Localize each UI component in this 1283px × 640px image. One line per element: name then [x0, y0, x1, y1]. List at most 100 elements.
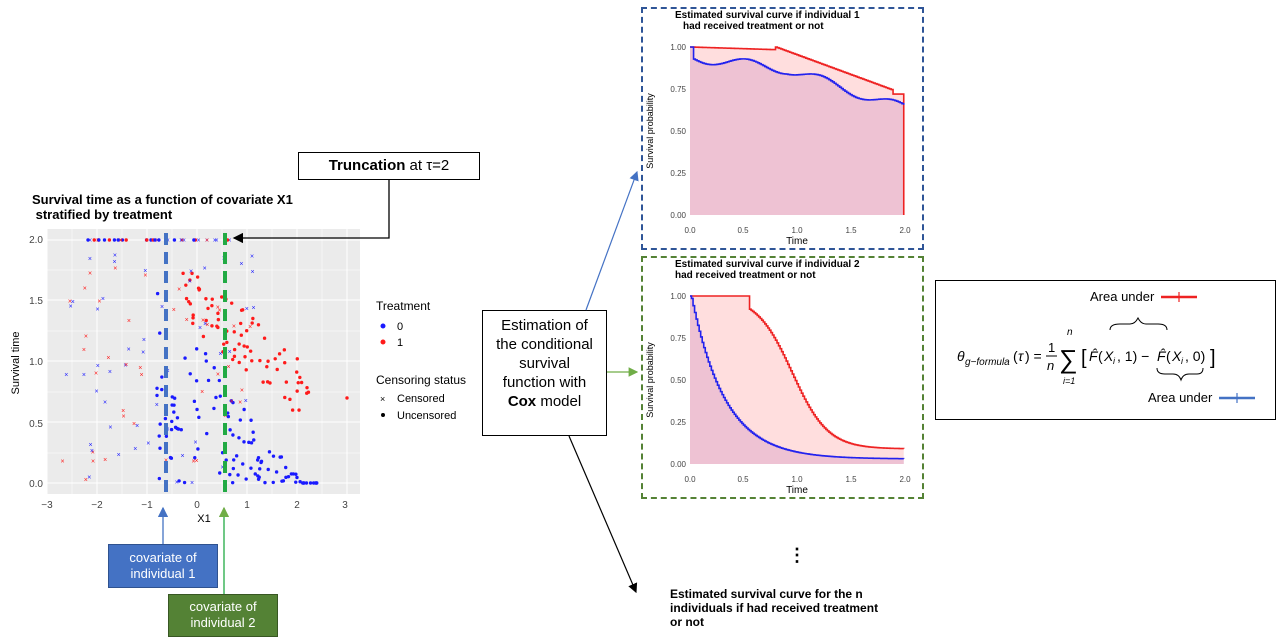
bottom-text-line1: Estimated survival curve for the n [670, 587, 863, 601]
uncensored-point [153, 238, 157, 242]
svg-text:θ: θ [957, 348, 965, 364]
censored-point: × [160, 304, 164, 311]
uncensored-point [184, 283, 188, 287]
censored-point: × [103, 457, 107, 464]
legend-censored-label: Censored [397, 393, 445, 405]
uncensored-point [271, 454, 276, 458]
uncensored-point [158, 446, 162, 450]
censored-point: × [251, 305, 255, 312]
curve1-title-line1: Estimated survival curve if individual 1 [675, 10, 860, 21]
uncensored-point [249, 466, 253, 470]
censored-point: × [232, 324, 236, 331]
uncensored-point [265, 365, 269, 369]
censored-point: × [143, 272, 147, 279]
uncensored-point [197, 415, 201, 420]
uncensored-point [190, 271, 194, 276]
bottom-text: Estimated survival curve for the n indiv… [670, 587, 950, 629]
censored-point: × [250, 253, 254, 260]
censored-point: × [201, 318, 205, 325]
uncensored-point [205, 431, 209, 436]
curve1-frame [641, 7, 924, 250]
censored-point: × [188, 279, 192, 286]
curve1-line-control [690, 46, 905, 105]
censored-point: × [175, 480, 179, 487]
uncensored-point [256, 477, 261, 482]
svg-text:[: [ [1081, 347, 1087, 369]
uncensored-point [216, 311, 220, 316]
censored-point: × [82, 347, 86, 354]
uncensored-point [204, 359, 208, 363]
svg-text:(: ( [1098, 348, 1103, 364]
censored-point: × [117, 452, 121, 459]
formula-area-under-bottom: Area under [1148, 390, 1213, 405]
curve2-line-control [690, 295, 905, 460]
censored-point: × [69, 303, 73, 310]
scatter-x-tick: 2 [294, 500, 300, 511]
curve1-x-tick: 1.0 [791, 226, 803, 235]
censored-point: × [217, 307, 221, 314]
censored-point: × [113, 266, 117, 273]
censored-point: × [194, 440, 198, 447]
curve2-frame [641, 256, 924, 499]
censored-point: × [132, 421, 136, 428]
censored-point: × [127, 347, 131, 354]
censored-point: × [189, 268, 193, 275]
censored-point: × [250, 269, 254, 276]
uncensored-point [191, 313, 195, 317]
uncensored-point [194, 347, 199, 351]
censored-point: × [124, 362, 128, 369]
censored-point: × [146, 441, 150, 448]
censored-point: × [190, 480, 194, 487]
uncensored-point [284, 380, 289, 384]
uncensored-point [289, 472, 294, 476]
uncensored-point [256, 474, 260, 478]
formula-box [935, 280, 1276, 420]
curve1-y-tick: 0.75 [670, 85, 686, 94]
censored-point: × [113, 259, 117, 266]
uncensored-point [296, 380, 300, 385]
formula-area-under-top: Area under [1090, 289, 1155, 304]
censored-point: × [238, 400, 242, 407]
curve2-title-line1: Estimated survival curve if individual 2 [675, 259, 860, 270]
uncensored-point [256, 323, 261, 327]
uncensored-point [228, 472, 232, 477]
bottom-text-line2: individuals if had received treatment [670, 601, 879, 615]
censored-point: × [106, 355, 110, 362]
uncensored-point [236, 473, 240, 477]
to-curve1-arrow [585, 170, 639, 311]
uncensored-point [97, 238, 101, 242]
censored-point: × [108, 425, 112, 432]
uncensored-point [170, 419, 174, 424]
uncensored-point [266, 359, 270, 363]
uncensored-point [232, 330, 236, 334]
uncensored-point [311, 481, 316, 485]
uncensored-point [286, 474, 291, 479]
curve2-x-tick: 2.0 [899, 475, 911, 484]
uncensored-point [263, 480, 267, 485]
legend-dot-treat0 [380, 323, 386, 329]
uncensored-point [304, 481, 309, 485]
curve2-x-tick: 0.0 [684, 475, 696, 484]
curve2-title-line2: had received treatment or not [675, 270, 816, 281]
scatter-x-tick: 1 [244, 500, 250, 511]
scatter-y-tick: 1.5 [29, 296, 43, 307]
uncensored-point [241, 462, 245, 466]
uncensored-point [158, 331, 162, 335]
individual2-label-line1: covariate of [189, 599, 257, 614]
uncensored-point [112, 238, 117, 242]
formula-expression: θ g−formula ( τ ) = 1 n n ∑ i=1 [ F̂ ( X… [957, 327, 1216, 386]
curve2-x-tick: 0.5 [737, 475, 749, 484]
scatter-x-tick: 0 [194, 500, 200, 511]
uncensored-point [158, 422, 162, 426]
censored-point: × [228, 349, 232, 356]
uncensored-point [273, 357, 277, 361]
curve2-x-tick: 1.0 [791, 475, 803, 484]
uncensored-point [204, 297, 208, 301]
uncensored-point [249, 418, 253, 422]
individual2-box: covariate of individual 2 [168, 594, 278, 637]
censored-point: × [91, 450, 95, 457]
curve2-line-treated [690, 295, 905, 450]
censored-point: × [141, 350, 145, 357]
censored-point: × [216, 304, 220, 311]
